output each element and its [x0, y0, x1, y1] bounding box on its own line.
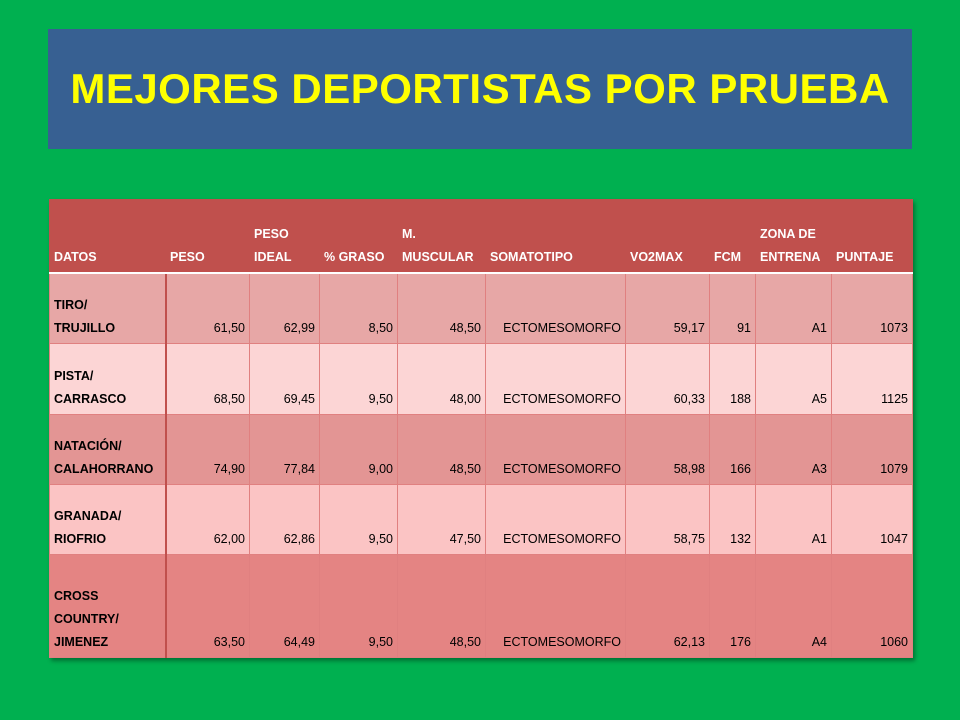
cell-vo2max: 58,98	[625, 413, 710, 486]
cell-vo2max: 58,75	[625, 484, 710, 556]
cell-peso: 68,50	[165, 343, 250, 415]
cell-zona: A5	[755, 343, 832, 415]
header-muscular: M. MUSCULAR	[397, 199, 486, 274]
cell-zona: A3	[755, 413, 832, 486]
cell-vo2max: 59,17	[625, 272, 710, 345]
cell-muscular: 48,50	[397, 554, 486, 658]
cell-fcm: 176	[709, 554, 756, 658]
cell-somatotipo: ECTOMESOMORFO	[485, 272, 626, 345]
cell-puntaje: 1047	[831, 484, 913, 556]
cell-peso: 62,00	[165, 484, 250, 556]
cell-puntaje: 1073	[831, 272, 913, 345]
cell-peso: 61,50	[165, 272, 250, 345]
table-row: CROSS COUNTRY/JIMENEZ 63,50 64,49 9,50 48…	[49, 554, 913, 658]
header-peso-ideal: PESO IDEAL	[249, 199, 320, 274]
cell-graso: 9,50	[319, 484, 398, 556]
row-label: NATACIÓN/CALAHORRANO	[49, 413, 167, 486]
header-somatotipo: SOMATOTIPO	[485, 199, 626, 274]
cell-peso: 63,50	[165, 554, 250, 658]
header-fcm: FCM	[709, 199, 756, 274]
cell-peso-ideal: 62,86	[249, 484, 320, 556]
cell-zona: A1	[755, 272, 832, 345]
cell-muscular: 48,00	[397, 343, 486, 415]
cell-puntaje: 1079	[831, 413, 913, 486]
cell-fcm: 132	[709, 484, 756, 556]
cell-peso-ideal: 77,84	[249, 413, 320, 486]
table-row: GRANADA/RIOFRIO 62,00 62,86 9,50 47,50 E…	[49, 484, 913, 556]
row-label: CROSS COUNTRY/JIMENEZ	[49, 554, 167, 658]
cell-muscular: 48,50	[397, 272, 486, 345]
cell-puntaje: 1060	[831, 554, 913, 658]
header-puntaje: PUNTAJE	[831, 199, 913, 274]
cell-zona: A4	[755, 554, 832, 658]
cell-vo2max: 60,33	[625, 343, 710, 415]
cell-somatotipo: ECTOMESOMORFO	[485, 343, 626, 415]
cell-muscular: 47,50	[397, 484, 486, 556]
cell-peso: 74,90	[165, 413, 250, 486]
cell-graso: 8,50	[319, 272, 398, 345]
cell-somatotipo: ECTOMESOMORFO	[485, 484, 626, 556]
cell-fcm: 166	[709, 413, 756, 486]
cell-peso-ideal: 69,45	[249, 343, 320, 415]
header-peso: PESO	[165, 199, 250, 274]
header-graso: % GRASO	[319, 199, 398, 274]
cell-zona: A1	[755, 484, 832, 556]
cell-muscular: 48,50	[397, 413, 486, 486]
athletes-table: DATOS PESO PESO IDEAL % GRASO M. MUSCULAR …	[49, 199, 913, 658]
row-label: TIRO/TRUJILLO	[49, 272, 167, 345]
cell-fcm: 91	[709, 272, 756, 345]
table-row: PISTA/CARRASCO 68,50 69,45 9,50 48,00 EC…	[49, 343, 913, 415]
cell-puntaje: 1125	[831, 343, 913, 415]
cell-graso: 9,50	[319, 343, 398, 415]
cell-somatotipo: ECTOMESOMORFO	[485, 413, 626, 486]
cell-graso: 9,00	[319, 413, 398, 486]
header-zona: ZONA DE ENTRENA	[755, 199, 832, 274]
row-label: PISTA/CARRASCO	[49, 343, 167, 415]
header-vo2max: VO2MAX	[625, 199, 710, 274]
cell-somatotipo: ECTOMESOMORFO	[485, 554, 626, 658]
table-row: NATACIÓN/CALAHORRANO 74,90 77,84 9,00 48…	[49, 413, 913, 486]
cell-peso-ideal: 64,49	[249, 554, 320, 658]
row-label: GRANADA/RIOFRIO	[49, 484, 167, 556]
table-header-row: DATOS PESO PESO IDEAL % GRASO M. MUSCULAR …	[49, 199, 913, 274]
cell-peso-ideal: 62,99	[249, 272, 320, 345]
header-datos: DATOS	[49, 199, 166, 274]
table-row: TIRO/TRUJILLO 61,50 62,99 8,50 48,50 ECT…	[49, 272, 913, 345]
cell-vo2max: 62,13	[625, 554, 710, 658]
title-banner: MEJORES DEPORTISTAS POR PRUEBA	[48, 29, 912, 149]
cell-graso: 9,50	[319, 554, 398, 658]
cell-fcm: 188	[709, 343, 756, 415]
slide-title: MEJORES DEPORTISTAS POR PRUEBA	[70, 65, 890, 112]
